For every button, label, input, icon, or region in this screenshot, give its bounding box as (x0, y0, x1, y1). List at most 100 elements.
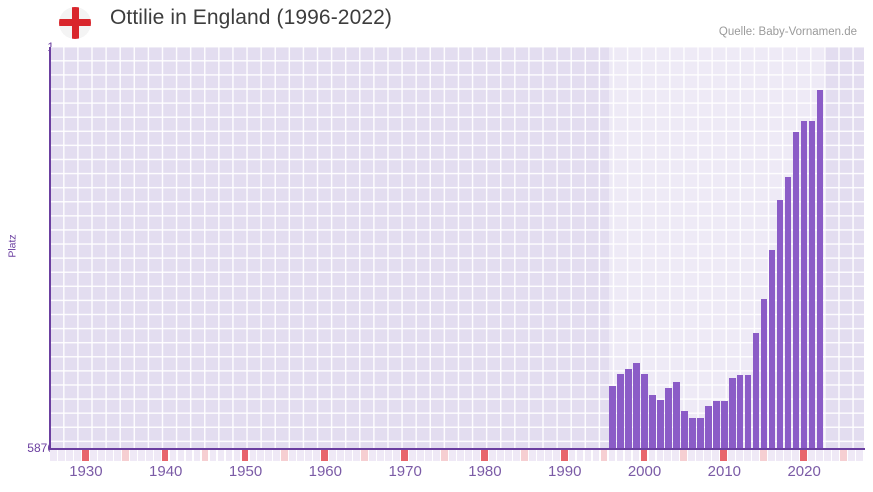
x-tick-1981 (488, 450, 496, 461)
x-tick-2003 (664, 450, 672, 461)
bar-1998 (625, 368, 632, 449)
x-tick-2011 (728, 450, 736, 461)
x-tick-1929 (73, 450, 81, 461)
y-axis-title: Platz (4, 0, 22, 492)
x-tick-1953 (265, 450, 273, 461)
x-tick-1972 (417, 450, 424, 461)
x-tick-1936 (129, 450, 137, 461)
x-tick-1938 (145, 450, 153, 461)
x-tick-2019 (792, 450, 799, 461)
x-tick-2016 (768, 450, 775, 461)
x-tick-1987 (536, 450, 544, 461)
x-tick-1935 (121, 450, 129, 461)
x-tick-1948 (225, 450, 233, 461)
bar-2017 (777, 199, 784, 449)
y-axis-title-label: Platz (7, 234, 19, 258)
x-tick-2025 (840, 450, 847, 461)
x-tick-1983 (504, 450, 512, 461)
x-tick-1928 (65, 450, 73, 461)
x-tick-2023 (824, 450, 831, 461)
bar-2010 (721, 400, 728, 449)
x-tick-2027 (856, 450, 863, 461)
chart-header: Ottilie in England (1996-2022) Quelle: B… (0, 0, 873, 47)
x-tick-1931 (89, 450, 97, 461)
x-tick-1930 (81, 450, 89, 461)
source-attribution: Quelle: Baby-Vornamen.de (718, 26, 857, 38)
x-tick-1999 (632, 450, 640, 461)
x-axis-label-1940: 1940 (149, 463, 183, 480)
x-tick-1993 (584, 450, 592, 461)
bar-2000 (641, 374, 648, 449)
bar-1997 (617, 374, 624, 449)
x-tick-1943 (185, 450, 193, 461)
x-tick-1940 (161, 450, 169, 461)
x-tick-1976 (449, 450, 456, 461)
x-tick-1964 (353, 450, 361, 461)
x-tick-1988 (544, 450, 552, 461)
x-axis-label-1930: 1930 (69, 463, 103, 480)
x-tick-1998 (624, 450, 632, 461)
x-tick-1927 (57, 450, 65, 461)
bar-2002 (657, 400, 664, 449)
x-tick-1962 (337, 450, 345, 461)
x-axis-label-1950: 1950 (228, 463, 263, 480)
x-tick-1945 (201, 450, 209, 461)
x-tick-1970 (401, 450, 408, 461)
bar-2022 (816, 90, 824, 449)
x-tick-1991 (568, 450, 576, 461)
x-tick-1979 (472, 450, 480, 461)
x-tick-1958 (305, 450, 313, 461)
x-axis-label-1970: 1970 (388, 463, 422, 480)
x-tick-2001 (648, 450, 656, 461)
x-tick-1933 (105, 450, 113, 461)
x-tick-2015 (760, 450, 768, 461)
bar-1996 (609, 385, 616, 449)
bar-2021 (808, 120, 816, 449)
x-tick-1986 (528, 450, 536, 461)
x-tick-1956 (289, 450, 297, 461)
x-tick-1977 (457, 450, 464, 461)
bar-2003 (665, 387, 672, 449)
x-tick-1950 (241, 450, 249, 461)
x-axis-line (49, 448, 865, 450)
x-tick-2026 (848, 450, 855, 461)
x-axis-label-1990: 1990 (548, 463, 582, 480)
x-tick-1980 (480, 450, 488, 461)
x-tick-1968 (385, 450, 392, 461)
bar-2006 (689, 418, 696, 449)
x-tick-1960 (321, 450, 329, 461)
x-axis-label-2000: 2000 (627, 463, 662, 480)
x-tick-2005 (680, 450, 688, 461)
x-tick-1952 (257, 450, 265, 461)
x-tick-1939 (153, 450, 161, 461)
x-tick-2013 (744, 450, 752, 461)
x-tick-1949 (233, 450, 241, 461)
bar-2016 (769, 250, 776, 449)
x-tick-1975 (441, 450, 448, 461)
y-axis-line (49, 47, 51, 450)
x-tick-1978 (464, 450, 472, 461)
x-tick-1992 (576, 450, 584, 461)
bar-1999 (633, 363, 640, 449)
x-axis-label-1980: 1980 (468, 463, 502, 480)
x-tick-2012 (736, 450, 744, 461)
x-tick-1990 (560, 450, 568, 461)
x-tick-1963 (345, 450, 353, 461)
x-tick-1937 (137, 450, 145, 461)
x-tick-1946 (209, 450, 217, 461)
bar-2018 (784, 176, 792, 449)
x-tick-2006 (688, 450, 696, 461)
x-tick-1984 (512, 450, 520, 461)
x-tick-1942 (177, 450, 185, 461)
x-tick-1994 (592, 450, 600, 461)
bar-2019 (792, 131, 800, 449)
x-axis-tick-strip (50, 450, 864, 461)
x-tick-1966 (369, 450, 376, 461)
x-tick-1941 (169, 450, 177, 461)
bar-2004 (673, 382, 680, 449)
x-tick-2020 (800, 450, 807, 461)
x-tick-2007 (696, 450, 704, 461)
x-tick-1926 (50, 450, 57, 461)
x-tick-2022 (816, 450, 823, 461)
x-axis-label-1960: 1960 (308, 463, 342, 480)
